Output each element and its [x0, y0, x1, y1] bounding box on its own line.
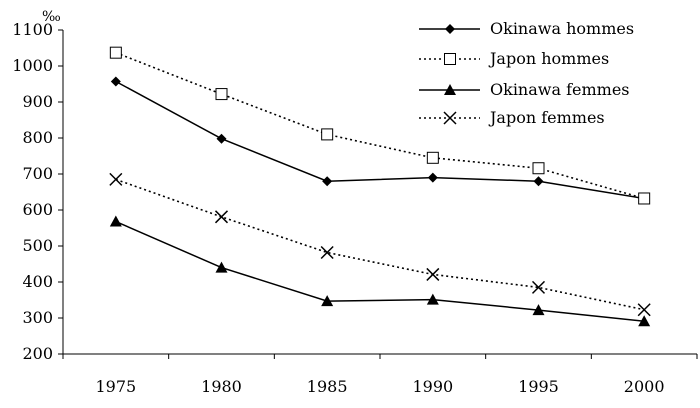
- y-axis-unit: ‰: [42, 9, 61, 25]
- x-marker-stroke: [531, 280, 546, 294]
- x-tick-label: 1975: [95, 377, 136, 396]
- data-point: [426, 267, 440, 281]
- legend-label: Okinawa femmes: [490, 80, 630, 99]
- data-point: [638, 315, 651, 327]
- data-point: [532, 304, 545, 316]
- data-point: [320, 245, 334, 260]
- y-tick-label: 300: [22, 308, 53, 327]
- data-point: [532, 162, 545, 175]
- series-1: [109, 46, 651, 205]
- data-point: [109, 46, 122, 59]
- y-tick-label: 1100: [12, 20, 53, 39]
- axes: 200 300 400 500 600 700 800 900 1000 1100 1975 1980…: [12, 20, 698, 396]
- x-tick-label: 1980: [201, 377, 242, 396]
- x-tick-label: 1990: [412, 377, 453, 396]
- series-2: [109, 215, 651, 327]
- series-line: [115, 178, 645, 311]
- y-tick-label: 1000: [12, 56, 53, 75]
- y-tick-label: 400: [22, 272, 53, 291]
- legend-marker: [445, 24, 455, 34]
- x-marker-stroke: [426, 267, 440, 281]
- x-tick-label: 2000: [624, 377, 665, 396]
- y-tick-label: 200: [22, 344, 53, 363]
- data-point: [322, 176, 333, 187]
- x-marker-stroke: [214, 210, 229, 224]
- x-tick-label: 1995: [518, 377, 559, 396]
- data-point: [427, 172, 438, 183]
- y-tick-label: 900: [22, 92, 53, 111]
- legend-item-3: Japon femmes: [419, 108, 605, 127]
- legend-marker: [443, 111, 457, 125]
- data-point: [215, 88, 228, 101]
- legend-marker: [444, 84, 456, 95]
- data-point: [531, 280, 546, 294]
- y-tick-label: 500: [22, 236, 53, 255]
- x-marker-stroke: [320, 245, 334, 260]
- legend-item-1: Japon hommes: [419, 49, 609, 68]
- x-marker-stroke: [109, 172, 123, 186]
- data-point: [321, 128, 334, 141]
- series-3: [109, 172, 651, 317]
- y-tick-label: 800: [22, 128, 53, 147]
- x-marker-stroke: [443, 111, 457, 125]
- series-layer: [109, 46, 651, 327]
- x-tick-label: 1985: [307, 377, 348, 396]
- y-tick-label: 600: [22, 200, 53, 219]
- data-point: [638, 192, 651, 205]
- x-marker-stroke: [637, 303, 651, 317]
- legend-marker: [444, 53, 456, 65]
- data-point: [321, 295, 334, 307]
- data-point: [426, 151, 439, 164]
- data-point: [533, 176, 544, 187]
- legend-label: Okinawa hommes: [490, 19, 634, 38]
- y-tick-label: 700: [22, 164, 53, 183]
- data-point: [215, 261, 228, 273]
- series-line: [115, 80, 645, 200]
- legend-label: Japon femmes: [488, 108, 605, 127]
- legend-item-0: Okinawa hommes: [419, 19, 634, 38]
- legend-item-2: Okinawa femmes: [419, 80, 630, 99]
- series-line: [115, 51, 645, 200]
- data-point: [637, 303, 651, 317]
- legend: Okinawa hommes Japon hommes Okinawa femmes…: [419, 19, 634, 127]
- data-point: [109, 172, 123, 186]
- series-line: [115, 220, 645, 322]
- data-point: [110, 76, 121, 87]
- data-point: [426, 293, 439, 305]
- data-point: [109, 215, 122, 227]
- legend-label: Japon hommes: [488, 49, 609, 68]
- data-point: [216, 133, 227, 144]
- data-point: [214, 210, 229, 224]
